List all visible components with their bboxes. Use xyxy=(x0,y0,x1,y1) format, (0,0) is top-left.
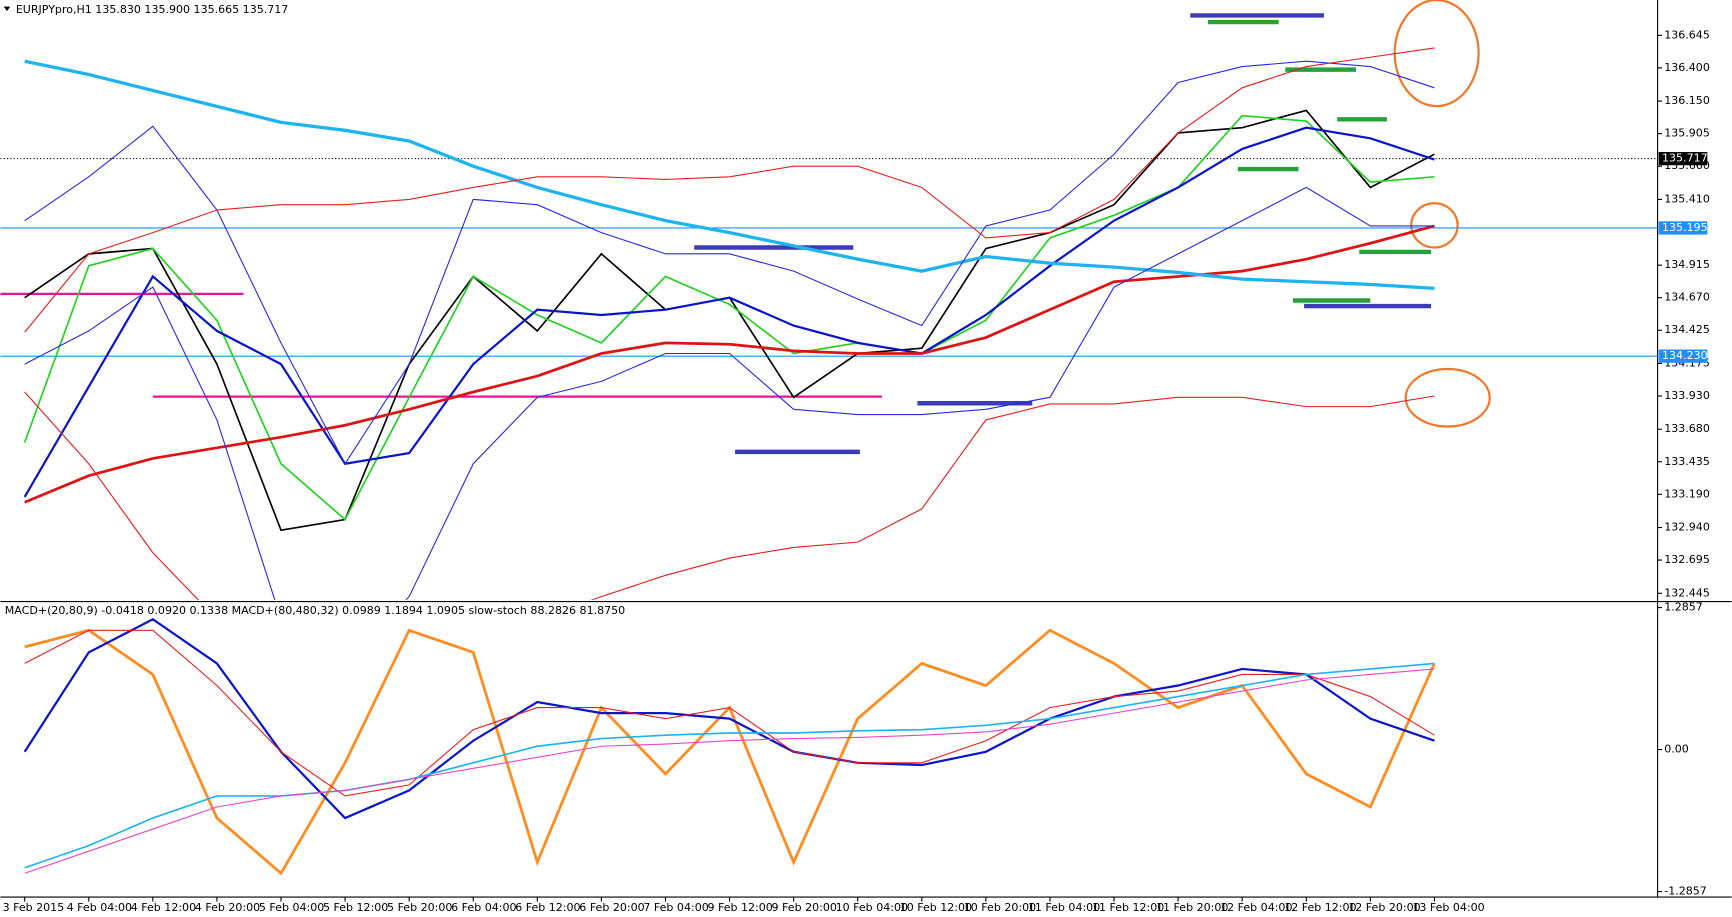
x-tick-label: 10 Feb 04:00 xyxy=(836,901,908,914)
x-tick-label: 11 Feb 12:00 xyxy=(1092,901,1164,914)
indicator-line xyxy=(23,126,1435,498)
indicator-line xyxy=(24,662,1435,869)
x-tick-label: 12 Feb 04:00 xyxy=(1220,901,1292,914)
axes: 136.645136.400136.150135.905135.660135.4… xyxy=(3,28,1710,914)
drawn-objects xyxy=(1393,0,1491,428)
x-tick-label: 3 Feb 2015 xyxy=(3,901,65,914)
y-tick-label: 132.445 xyxy=(1664,586,1710,599)
y-tick-label: 133.435 xyxy=(1664,455,1710,468)
indicator-header: MACD+(20,80,9) -0.0418 0.0920 0.1338 MAC… xyxy=(5,604,625,617)
y-tick-label: 136.645 xyxy=(1664,28,1710,41)
x-tick-label: 10 Feb 12:00 xyxy=(900,901,972,914)
indicator-line xyxy=(23,617,1435,820)
y-tick-label: 136.400 xyxy=(1664,61,1710,74)
object-ellipse xyxy=(1393,0,1480,108)
y-tick-label: 0.00 xyxy=(1664,743,1689,756)
y-tick-label: 136.150 xyxy=(1664,94,1710,107)
x-tick-label: 7 Feb 04:00 xyxy=(643,901,708,914)
price-label: 135.717 xyxy=(1662,152,1708,165)
x-tick-label: 6 Feb 12:00 xyxy=(515,901,580,914)
object-ellipse xyxy=(1410,202,1459,249)
y-tick-label: -1.2857 xyxy=(1664,885,1707,898)
indicator-line xyxy=(24,186,1435,600)
x-tick-label: 10 Feb 20:00 xyxy=(964,901,1036,914)
price-label-box xyxy=(1658,151,1708,166)
main-panel xyxy=(0,0,1658,600)
x-tick-label: 4 Feb 12:00 xyxy=(131,901,196,914)
x-tick-label: 5 Feb 20:00 xyxy=(387,901,452,914)
x-tick-label: 6 Feb 04:00 xyxy=(451,901,516,914)
x-tick-label: 6 Feb 20:00 xyxy=(579,901,644,914)
indicator-line xyxy=(24,60,1435,465)
indicator-line xyxy=(24,47,1435,333)
object-ellipse xyxy=(1404,367,1491,428)
y-tick-label: 132.940 xyxy=(1664,521,1710,534)
indicator-line xyxy=(24,668,1435,874)
x-tick-label: 12 Feb 20:00 xyxy=(1348,901,1420,914)
x-tick-label: 12 Feb 12:00 xyxy=(1284,901,1356,914)
y-tick-label: 134.670 xyxy=(1664,291,1710,304)
y-tick-label: 133.930 xyxy=(1664,389,1710,402)
header-arrow xyxy=(3,6,11,12)
price-label: 135.195 xyxy=(1662,221,1708,234)
indicator-line xyxy=(24,59,1435,291)
symbol-header: EURJPYpro,H1 135.830 135.900 135.665 135… xyxy=(16,3,288,16)
drawn-objects xyxy=(0,292,883,398)
y-tick-label: 134.915 xyxy=(1664,258,1710,271)
x-tick-label: 9 Feb 12:00 xyxy=(707,901,772,914)
x-tick-label: 13 Feb 04:00 xyxy=(1412,901,1484,914)
y-tick-label: 134.425 xyxy=(1664,323,1710,336)
y-tick-label: 132.695 xyxy=(1664,553,1710,566)
price-label-box xyxy=(1658,221,1708,235)
x-tick-label: 5 Feb 04:00 xyxy=(259,901,324,914)
price-label: 134.230 xyxy=(1662,349,1708,362)
x-tick-label: 11 Feb 20:00 xyxy=(1156,901,1228,914)
price-label-box xyxy=(1658,349,1708,363)
indicator-line xyxy=(23,114,1435,521)
x-tick-label: 9 Feb 20:00 xyxy=(772,901,837,914)
indicator-line xyxy=(24,629,1435,797)
y-tick-label: 133.680 xyxy=(1664,422,1710,435)
indicator-line xyxy=(24,391,1435,600)
x-tick-label: 5 Feb 12:00 xyxy=(323,901,388,914)
x-tick-label: 11 Feb 04:00 xyxy=(1028,901,1100,914)
y-tick-label: 135.905 xyxy=(1664,127,1710,140)
indicator-panel xyxy=(23,617,1436,876)
y-tick-label: 135.410 xyxy=(1664,192,1710,205)
x-tick-label: 4 Feb 04:00 xyxy=(67,901,132,914)
y-tick-label: 1.2857 xyxy=(1664,601,1703,614)
x-tick-label: 4 Feb 20:00 xyxy=(195,901,260,914)
y-tick-label: 133.190 xyxy=(1664,487,1710,500)
